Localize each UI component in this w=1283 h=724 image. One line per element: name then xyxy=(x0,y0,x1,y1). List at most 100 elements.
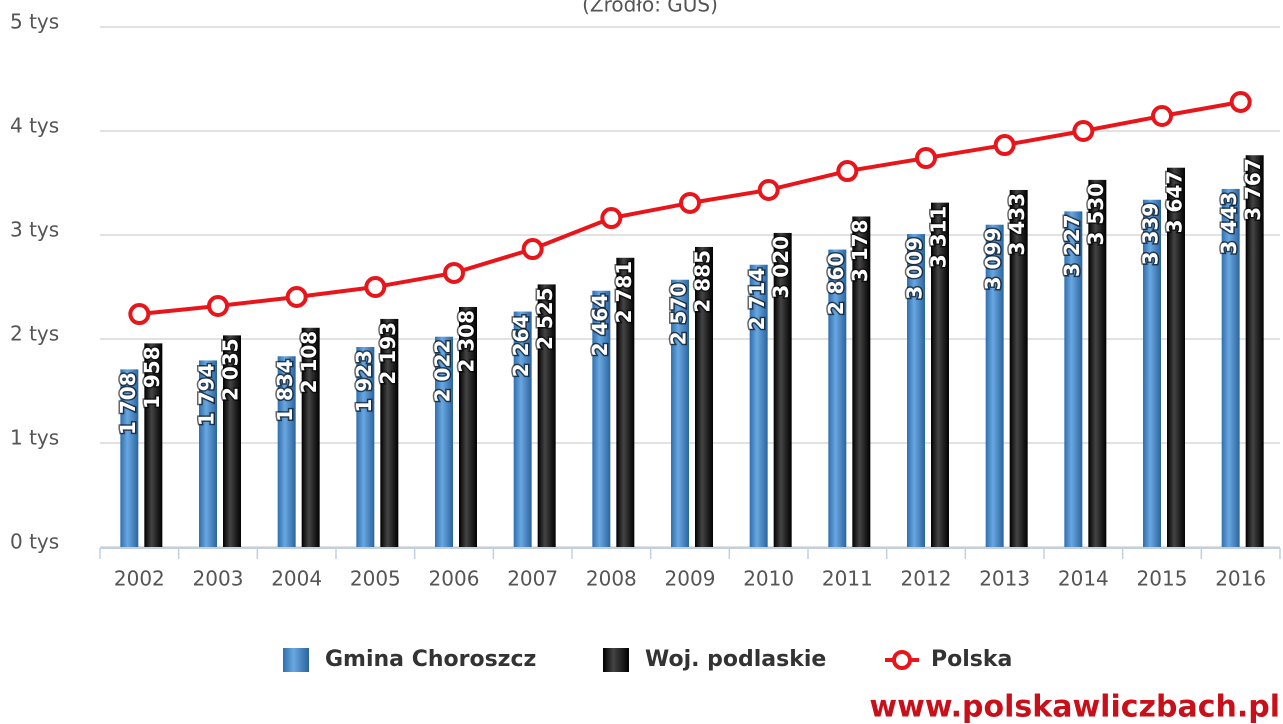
bar xyxy=(301,327,320,547)
y-tick-label: 5 tys xyxy=(10,10,59,34)
x-tick-label: 2006 xyxy=(429,567,480,591)
value-label: 2 108 xyxy=(297,331,321,394)
bar xyxy=(1064,211,1083,547)
legend-swatch xyxy=(892,650,912,670)
bar xyxy=(616,257,635,547)
bar xyxy=(1088,179,1107,547)
bar xyxy=(749,264,768,547)
bar xyxy=(985,224,1004,548)
marker xyxy=(1072,120,1095,142)
legend-label: Gmina Choroszcz xyxy=(325,647,536,672)
value-label: 3 178 xyxy=(848,219,872,282)
value-label: 3 227 xyxy=(1060,214,1084,277)
legend-swatch xyxy=(603,648,629,672)
value-label: 2 308 xyxy=(455,310,479,373)
x-tick-label: 2012 xyxy=(901,567,952,591)
bar xyxy=(773,232,792,548)
marker xyxy=(915,147,937,170)
y-tick-label: 0 tys xyxy=(10,530,59,554)
marker xyxy=(600,207,623,230)
x-tick-label: 2002 xyxy=(114,567,165,591)
bar xyxy=(435,336,453,547)
value-label: 2 264 xyxy=(509,315,533,378)
bar xyxy=(144,343,163,547)
bar xyxy=(1221,188,1240,548)
x-tick-label: 2013 xyxy=(979,567,1030,591)
marker xyxy=(521,238,544,261)
value-label: 2 464 xyxy=(588,294,612,357)
bar xyxy=(537,284,556,547)
watermark: www.polskawliczbach.pl xyxy=(869,690,1280,724)
marker xyxy=(993,134,1016,157)
bar xyxy=(199,360,217,547)
x-tick-label: 2004 xyxy=(271,567,322,591)
value-label: 3 020 xyxy=(769,236,793,299)
marker xyxy=(1229,90,1252,113)
bar xyxy=(120,369,139,547)
marker xyxy=(207,295,229,318)
x-tick-label: 2003 xyxy=(193,567,244,591)
value-label: 2 525 xyxy=(533,287,557,350)
bar xyxy=(695,246,713,547)
bar xyxy=(1167,167,1185,547)
bar xyxy=(1009,189,1028,547)
value-label: 2 035 xyxy=(219,338,243,401)
value-label: 3 311 xyxy=(927,206,951,269)
x-tick-label: 2011 xyxy=(822,567,873,591)
value-label: 2 860 xyxy=(824,253,848,316)
value-label: 2 193 xyxy=(376,322,400,385)
value-label: 2 570 xyxy=(667,283,691,346)
value-label: 3 647 xyxy=(1163,171,1187,234)
marker xyxy=(757,178,780,201)
legend-swatch xyxy=(283,648,309,672)
bar xyxy=(459,306,477,547)
y-tick-label: 4 tys xyxy=(10,114,59,138)
bar xyxy=(931,202,949,547)
value-label: 3 009 xyxy=(903,237,927,300)
x-tick-label: 2015 xyxy=(1137,567,1188,591)
marker xyxy=(443,261,465,284)
value-label: 3 339 xyxy=(1139,203,1163,266)
x-tick-label: 2008 xyxy=(586,567,637,591)
legend-label: Woj. podlaskie xyxy=(645,647,826,672)
subtitle: (Źródło: GUS) xyxy=(582,0,718,17)
y-tick-label: 3 tys xyxy=(10,218,59,242)
marker xyxy=(679,191,701,214)
x-tick-label: 2005 xyxy=(350,567,401,591)
marker xyxy=(836,160,859,183)
y-tick-label: 1 tys xyxy=(10,426,59,450)
bar xyxy=(907,234,925,547)
value-label: 3 443 xyxy=(1217,192,1241,255)
value-label: 1 958 xyxy=(140,346,164,409)
x-tick-label: 2007 xyxy=(507,567,558,591)
bar xyxy=(852,216,871,547)
x-tick-label: 2010 xyxy=(743,567,794,591)
value-label: 2 885 xyxy=(691,250,715,313)
bar xyxy=(828,249,847,547)
value-label: 3 767 xyxy=(1241,158,1265,221)
legend-label: Polska xyxy=(931,647,1012,672)
value-label: 1 794 xyxy=(195,363,219,426)
value-label: 2 714 xyxy=(745,268,769,331)
x-tick-label: 2016 xyxy=(1215,567,1266,591)
value-label: 3 433 xyxy=(1005,193,1029,256)
bar xyxy=(277,356,296,547)
bar xyxy=(223,335,241,547)
bar xyxy=(592,290,611,547)
marker xyxy=(364,276,387,298)
marker xyxy=(1151,105,1173,128)
value-label: 2 022 xyxy=(431,340,455,403)
bar xyxy=(1245,155,1264,547)
bar xyxy=(671,279,689,547)
bar xyxy=(356,347,375,547)
value-label: 1 923 xyxy=(352,350,376,413)
bar xyxy=(1143,199,1161,547)
value-label: 3 530 xyxy=(1084,183,1108,246)
value-label: 3 099 xyxy=(981,228,1005,291)
marker xyxy=(285,285,308,308)
value-label: 1 708 xyxy=(116,372,140,435)
x-tick-label: 2014 xyxy=(1058,567,1109,591)
bar xyxy=(380,318,399,547)
value-label: 2 781 xyxy=(612,261,636,324)
